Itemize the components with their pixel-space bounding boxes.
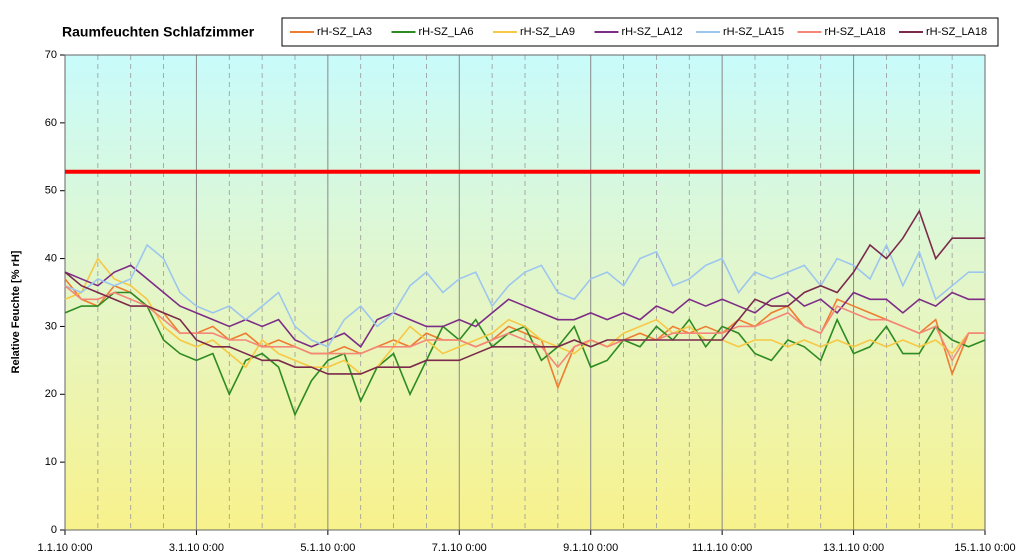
y-tick-label: 50 bbox=[45, 185, 57, 197]
legend-label: rH-SZ_LA18 bbox=[926, 26, 987, 38]
legend-label: rH-SZ_LA6 bbox=[419, 26, 474, 38]
x-tick-label: 7.1.10 0:00 bbox=[432, 542, 487, 554]
legend-label: rH-SZ_LA3 bbox=[317, 26, 372, 38]
legend-label: rH-SZ_LA18 bbox=[825, 26, 886, 38]
y-tick-label: 60 bbox=[45, 117, 57, 129]
series-line bbox=[64, 243, 985, 348]
series-line bbox=[64, 264, 985, 348]
y-axis-label: Relative Feuchte [% rH] bbox=[10, 250, 22, 373]
x-tick-label: 13.1.10 0:00 bbox=[823, 542, 884, 554]
y-tick-label: 20 bbox=[45, 388, 57, 400]
y-tick-label: 40 bbox=[45, 252, 57, 264]
y-tick-label: 10 bbox=[45, 456, 57, 468]
series-line bbox=[64, 257, 985, 375]
legend-label: rH-SZ_LA9 bbox=[520, 26, 575, 38]
legend-label: rH-SZ_LA12 bbox=[622, 26, 683, 38]
y-tick-label: 70 bbox=[45, 49, 57, 61]
x-tick-label: 5.1.10 0:00 bbox=[300, 542, 355, 554]
x-tick-label: 15.1.10 0:00 bbox=[954, 542, 1015, 554]
series-line bbox=[64, 285, 985, 369]
series-line bbox=[64, 278, 985, 390]
chart-title: Raumfeuchten Schlafzimmer bbox=[62, 24, 255, 40]
plot-border bbox=[64, 54, 986, 531]
series-line bbox=[64, 209, 985, 375]
y-tick-label: 30 bbox=[45, 320, 57, 332]
y-tick-label: 0 bbox=[51, 524, 57, 536]
legend-label: rH-SZ_LA15 bbox=[723, 26, 784, 38]
x-tick-label: 3.1.10 0:00 bbox=[169, 542, 224, 554]
x-tick-label: 9.1.10 0:00 bbox=[563, 542, 618, 554]
x-tick-label: 1.1.10 0:00 bbox=[37, 542, 92, 554]
x-tick-label: 11.1.10 0:00 bbox=[692, 542, 752, 554]
